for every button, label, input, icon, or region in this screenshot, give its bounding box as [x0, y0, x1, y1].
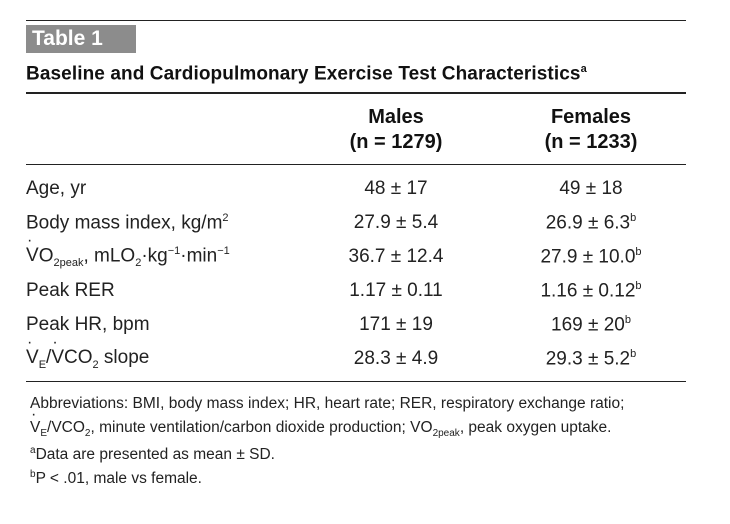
footnote-b: bP < .01, male vs female. — [30, 463, 690, 487]
row-label-sup: −1 — [217, 244, 230, 257]
header-rule — [26, 164, 686, 165]
females-value-text: 169 ± 20 — [551, 314, 625, 336]
top-rule — [26, 20, 686, 21]
row-label-text: slope — [98, 347, 150, 369]
row-label-sup: −1 — [167, 244, 181, 257]
v-dot-symbol: V — [26, 334, 39, 369]
females-value: 49 ± 18 — [496, 172, 686, 206]
data-table: Age, yr 48 ± 17 49 ± 18 Body mass index,… — [26, 172, 686, 376]
v-dot-symbol: V — [26, 232, 39, 267]
column-header-females-name: Females — [550, 106, 632, 128]
footnote-mark: b — [630, 347, 637, 360]
females-value-text: 1.16 ± 0.12 — [540, 280, 636, 302]
row-label-sup: 2 — [222, 211, 229, 224]
column-header-males-name: Males — [368, 106, 424, 128]
footnote-a: aData are presented as mean ± SD. — [30, 439, 690, 463]
note-sub: E — [40, 427, 48, 439]
footnote-mark: b — [624, 313, 631, 326]
females-value: 1.16 ± 0.12b — [496, 274, 686, 308]
note-text: , peak oxygen uptake. — [459, 418, 612, 436]
row-label-text: Body mass index, kg/m — [26, 212, 223, 234]
row-label: VE/VCO2 slope — [26, 334, 296, 376]
males-value: 171 ± 19 — [359, 314, 433, 335]
column-header-males: Males (n = 1279) — [296, 105, 496, 155]
footnote-mark: b — [30, 468, 36, 480]
abbreviations-line-1: Abbreviations: BMI, body mass index; HR,… — [30, 395, 625, 412]
row-label: Body mass index, kg/m2 — [26, 206, 296, 240]
row-label-sub: 2peak — [53, 257, 84, 270]
females-value: 26.9 ± 6.3b — [496, 206, 686, 240]
table-row: VO2peak, mLO2·kg−1·min−1 36.7 ± 12.4 27.… — [26, 232, 686, 274]
row-label-text: ·min — [180, 245, 218, 267]
row-label: Peak RER — [26, 280, 115, 301]
footnote-mark: b — [630, 211, 637, 224]
females-value: 27.9 ± 10.0b — [496, 240, 686, 274]
abbreviations-line-2: VE/VCO2, minute ventilation/carbon dioxi… — [30, 403, 690, 440]
table-row: Body mass index, kg/m2 27.9 ± 5.4 26.9 ±… — [26, 206, 686, 240]
title-rule — [26, 92, 686, 94]
females-value-text: 49 ± 18 — [559, 178, 623, 199]
note-text: /V — [47, 418, 62, 436]
note-sub: 2 — [84, 427, 91, 439]
row-label-text: CO — [64, 347, 93, 369]
row-label-sub: 2 — [92, 358, 99, 371]
table-title: Baseline and Cardiopulmonary Exercise Te… — [26, 63, 587, 85]
females-value-text: 27.9 ± 10.0 — [540, 246, 636, 268]
bottom-rule — [26, 381, 686, 382]
row-label-text: , mLO — [83, 245, 136, 267]
row-label: VO2peak, mLO2·kg−1·min−1 — [26, 232, 296, 274]
row-label-text: ·kg — [141, 245, 168, 267]
column-header-males-n: (n = 1279) — [349, 131, 443, 153]
females-value: 169 ± 20b — [496, 308, 686, 342]
table-title-text: Baseline and Cardiopulmonary Exercise Te… — [26, 63, 581, 85]
females-value-text: 26.9 ± 6.3 — [545, 212, 631, 234]
males-value: 27.9 ± 5.4 — [353, 212, 439, 233]
footnote-text: P < .01, male vs female. — [35, 469, 202, 487]
note-text: , minute ventilation/carbon dioxide prod… — [90, 418, 421, 436]
column-header-females-n: (n = 1233) — [544, 131, 638, 153]
v-dot-symbol: V — [30, 403, 40, 440]
note-sub: 2peak — [432, 427, 460, 439]
females-value-text: 29.3 ± 5.2 — [545, 348, 631, 370]
row-label-text: / — [46, 347, 52, 369]
row-label-sub: 2 — [135, 257, 142, 270]
row-label: Peak HR, bpm — [26, 314, 150, 335]
males-value: 1.17 ± 0.11 — [349, 280, 443, 301]
footnote-mark: a — [30, 445, 36, 456]
column-header-females: Females (n = 1233) — [491, 105, 691, 155]
males-value: 28.3 ± 4.9 — [353, 348, 439, 369]
females-value: 29.3 ± 5.2b — [496, 342, 686, 376]
table-row: VE/VCO2 slope 28.3 ± 4.9 29.3 ± 5.2b — [26, 334, 686, 376]
males-value: 48 ± 17 — [364, 178, 428, 199]
table-row: Peak HR, bpm 171 ± 19 169 ± 20b — [26, 308, 686, 342]
row-label-o: O — [38, 245, 54, 267]
note-text: O — [420, 418, 433, 436]
footnote-text: Data are presented as mean ± SD. — [35, 446, 275, 464]
males-value: 36.7 ± 12.4 — [348, 246, 444, 267]
table-label-badge: Table 1 — [26, 25, 136, 53]
row-label-sub: E — [38, 358, 47, 371]
table-notes: Abbreviations: BMI, body mass index; HR,… — [30, 392, 690, 487]
note-text: CO — [61, 418, 85, 436]
v-dot-symbol: V — [51, 334, 64, 369]
table-row: Peak RER 1.17 ± 0.11 1.16 ± 0.12b — [26, 274, 686, 308]
title-footnote-mark: a — [580, 63, 587, 75]
table-row: Age, yr 48 ± 17 49 ± 18 — [26, 172, 686, 206]
footnote-mark: b — [635, 245, 642, 258]
footnote-mark: b — [635, 279, 642, 292]
row-label: Age, yr — [26, 178, 87, 199]
